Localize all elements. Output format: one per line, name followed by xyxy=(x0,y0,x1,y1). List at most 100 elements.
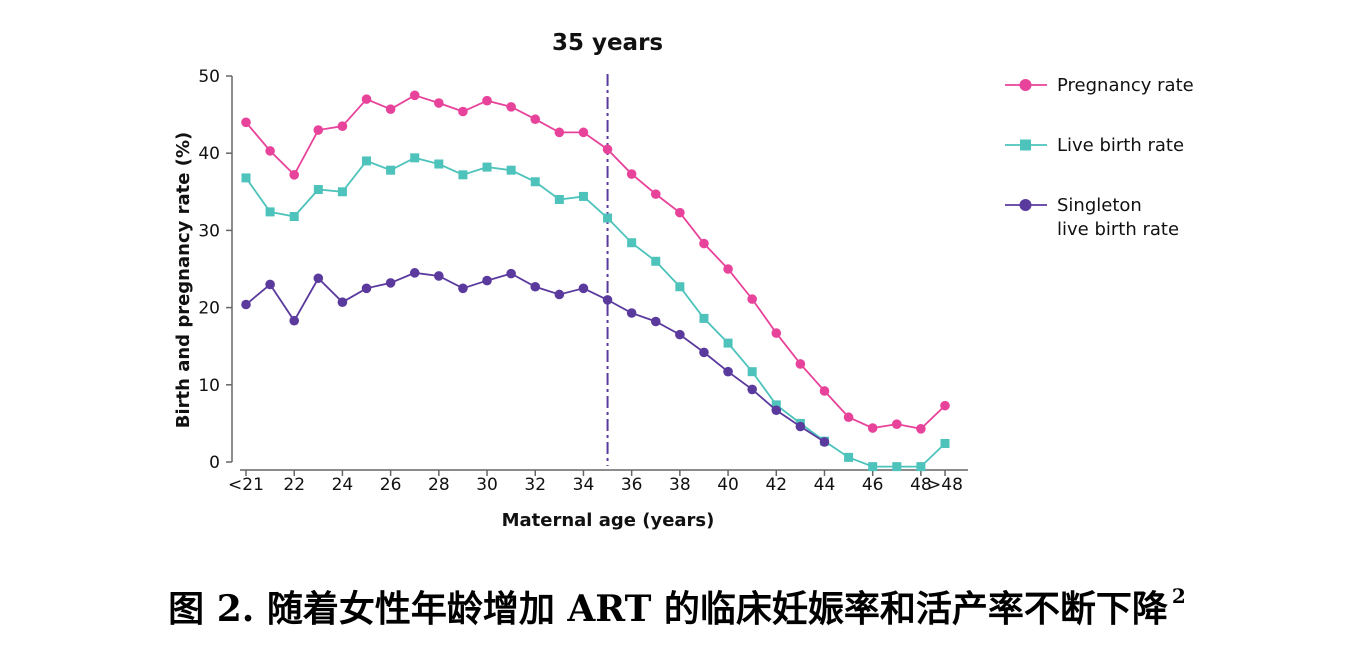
data-point xyxy=(313,273,324,284)
data-point xyxy=(434,159,444,169)
data-point xyxy=(506,268,516,279)
data-point xyxy=(747,384,757,395)
legend-item: Live birth rate xyxy=(1005,135,1184,156)
data-point xyxy=(361,283,372,294)
data-point xyxy=(626,308,637,318)
data-point xyxy=(337,297,348,307)
legend-item: Pregnancy rate xyxy=(1005,75,1194,96)
legend-item: Singleton live birth rate xyxy=(1005,195,1179,240)
y-tick-label: 10 xyxy=(198,376,220,396)
data-point xyxy=(723,338,733,348)
data-point xyxy=(386,165,396,175)
data-point xyxy=(362,156,372,166)
data-point xyxy=(771,328,782,338)
data-point xyxy=(699,313,709,323)
data-point xyxy=(916,462,926,472)
line-chart: 0 10 20 30 40 50 <21 22 24 26 28 30 32 34 36 38 40 42 44 46… xyxy=(173,30,1194,531)
series-line xyxy=(245,271,825,443)
data-point xyxy=(409,268,420,278)
caption-superscript: 2 xyxy=(1171,584,1186,608)
y-tick-label: 20 xyxy=(198,299,220,319)
x-tick-label: 38 xyxy=(669,475,691,495)
x-tick-label: 26 xyxy=(380,475,402,495)
series-2 xyxy=(241,153,950,472)
data-point xyxy=(940,400,950,411)
x-tick-label: 46 xyxy=(862,475,884,495)
y-tick-label: 40 xyxy=(198,144,220,164)
data-point xyxy=(506,102,516,112)
legend-label: Live birth rate xyxy=(1057,135,1184,156)
data-point xyxy=(578,127,589,138)
data-point xyxy=(602,144,613,155)
data-point xyxy=(747,294,757,304)
data-point xyxy=(265,207,275,217)
data-point xyxy=(819,386,830,396)
data-point xyxy=(603,213,613,223)
data-point xyxy=(530,177,540,187)
data-point xyxy=(458,283,468,294)
age-35-label: 35 years xyxy=(552,30,663,56)
x-tick-label: 30 xyxy=(476,475,498,495)
legend-marker xyxy=(1019,79,1032,91)
legend-label: Singleton live birth rate xyxy=(1057,195,1179,240)
data-point xyxy=(482,95,492,106)
data-point xyxy=(241,117,251,128)
data-point xyxy=(313,125,324,135)
data-point xyxy=(819,437,830,447)
data-point xyxy=(241,173,251,183)
data-point xyxy=(650,316,661,327)
x-tick-label: 40 xyxy=(717,475,739,495)
data-point xyxy=(626,169,637,179)
x-tick-label: <21 xyxy=(228,475,264,495)
data-point xyxy=(361,94,372,104)
data-point xyxy=(265,279,275,290)
y-tick-label: 0 xyxy=(209,453,220,473)
data-point xyxy=(530,114,541,125)
data-point xyxy=(241,299,251,310)
data-point xyxy=(410,153,420,163)
x-tick-label: 44 xyxy=(814,475,836,495)
x-tick-label: 42 xyxy=(765,475,787,495)
data-point xyxy=(409,90,420,101)
caption-text: 图 2. 随着女性年龄增加 ART 的临床妊娠率和活产率不断下降 xyxy=(168,588,1168,630)
series-layer xyxy=(241,90,950,472)
data-point xyxy=(651,256,661,266)
data-point xyxy=(916,424,926,434)
data-point xyxy=(675,329,685,340)
x-tick-label: 36 xyxy=(621,475,643,495)
x-tick-label: 34 xyxy=(573,475,595,495)
data-point xyxy=(723,264,733,274)
data-point xyxy=(554,195,564,205)
x-tick-label: 28 xyxy=(428,475,450,495)
data-point xyxy=(458,170,468,180)
data-point xyxy=(891,419,902,429)
y-tick-label: 50 xyxy=(198,67,220,87)
data-point xyxy=(554,127,565,138)
data-point xyxy=(289,170,300,180)
data-point xyxy=(434,98,444,108)
series-line xyxy=(245,156,946,468)
data-point xyxy=(892,462,902,472)
data-point xyxy=(482,162,492,172)
x-axis-title: Maternal age (years) xyxy=(502,510,715,531)
data-point xyxy=(699,238,709,249)
data-point xyxy=(723,366,733,377)
data-point xyxy=(554,289,565,300)
data-point xyxy=(675,282,685,292)
data-point xyxy=(843,412,854,423)
y-tick-label: 30 xyxy=(198,221,220,241)
x-tick-label: 24 xyxy=(332,475,354,495)
x-tick-label: 48 xyxy=(910,475,932,495)
legend: Pregnancy rate Live birth rate Singleton li… xyxy=(1005,75,1194,240)
data-point xyxy=(313,184,323,194)
data-point xyxy=(868,462,878,472)
data-point xyxy=(747,367,757,377)
data-point xyxy=(578,191,588,201)
axes: 0 10 20 30 40 50 <21 22 24 26 28 30 32 34 36 38 40 42 44 46… xyxy=(173,67,968,531)
data-point xyxy=(434,271,444,281)
data-point xyxy=(940,438,950,448)
series-3 xyxy=(241,268,830,447)
legend-label: Pregnancy rate xyxy=(1057,75,1194,96)
data-point xyxy=(699,347,709,358)
data-point xyxy=(844,452,854,462)
